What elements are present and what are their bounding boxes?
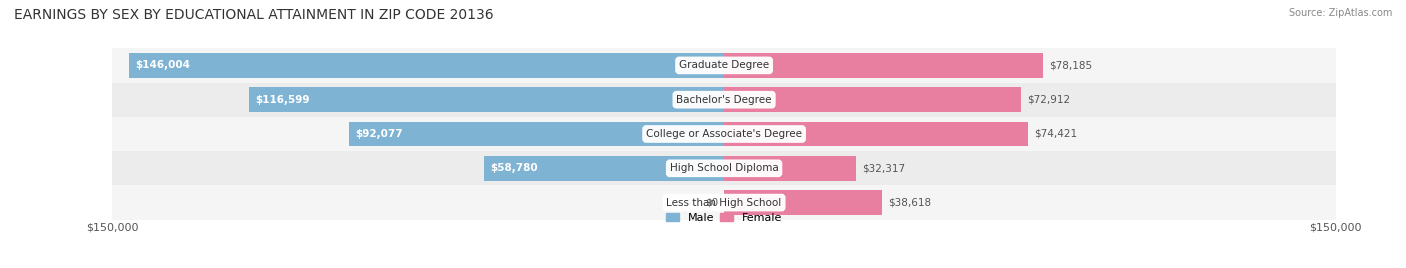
Text: EARNINGS BY SEX BY EDUCATIONAL ATTAINMENT IN ZIP CODE 20136: EARNINGS BY SEX BY EDUCATIONAL ATTAINMEN… bbox=[14, 8, 494, 22]
Text: $92,077: $92,077 bbox=[354, 129, 402, 139]
Text: High School Diploma: High School Diploma bbox=[669, 163, 779, 173]
Text: Graduate Degree: Graduate Degree bbox=[679, 60, 769, 70]
Bar bbox=[112, 117, 1336, 151]
Bar bbox=[724, 87, 1021, 112]
Bar bbox=[724, 53, 1043, 78]
Bar bbox=[112, 48, 1336, 83]
Text: $32,317: $32,317 bbox=[862, 163, 905, 173]
Text: $58,780: $58,780 bbox=[491, 163, 538, 173]
Bar bbox=[724, 156, 856, 181]
Text: $78,185: $78,185 bbox=[1049, 60, 1092, 70]
Text: College or Associate's Degree: College or Associate's Degree bbox=[647, 129, 801, 139]
Bar bbox=[349, 122, 724, 146]
Text: $74,421: $74,421 bbox=[1033, 129, 1077, 139]
Text: $72,912: $72,912 bbox=[1028, 95, 1070, 105]
Legend: Male, Female: Male, Female bbox=[665, 213, 783, 223]
Bar bbox=[724, 122, 1028, 146]
Text: $116,599: $116,599 bbox=[254, 95, 309, 105]
Bar bbox=[724, 190, 882, 215]
Bar bbox=[249, 87, 724, 112]
Text: Bachelor's Degree: Bachelor's Degree bbox=[676, 95, 772, 105]
Text: Less than High School: Less than High School bbox=[666, 198, 782, 208]
Bar bbox=[129, 53, 724, 78]
Bar bbox=[112, 151, 1336, 185]
Bar bbox=[112, 185, 1336, 220]
Text: $146,004: $146,004 bbox=[135, 60, 190, 70]
Text: $0: $0 bbox=[704, 198, 718, 208]
Text: $38,618: $38,618 bbox=[887, 198, 931, 208]
Bar bbox=[485, 156, 724, 181]
Bar bbox=[112, 83, 1336, 117]
Text: Source: ZipAtlas.com: Source: ZipAtlas.com bbox=[1288, 8, 1392, 18]
